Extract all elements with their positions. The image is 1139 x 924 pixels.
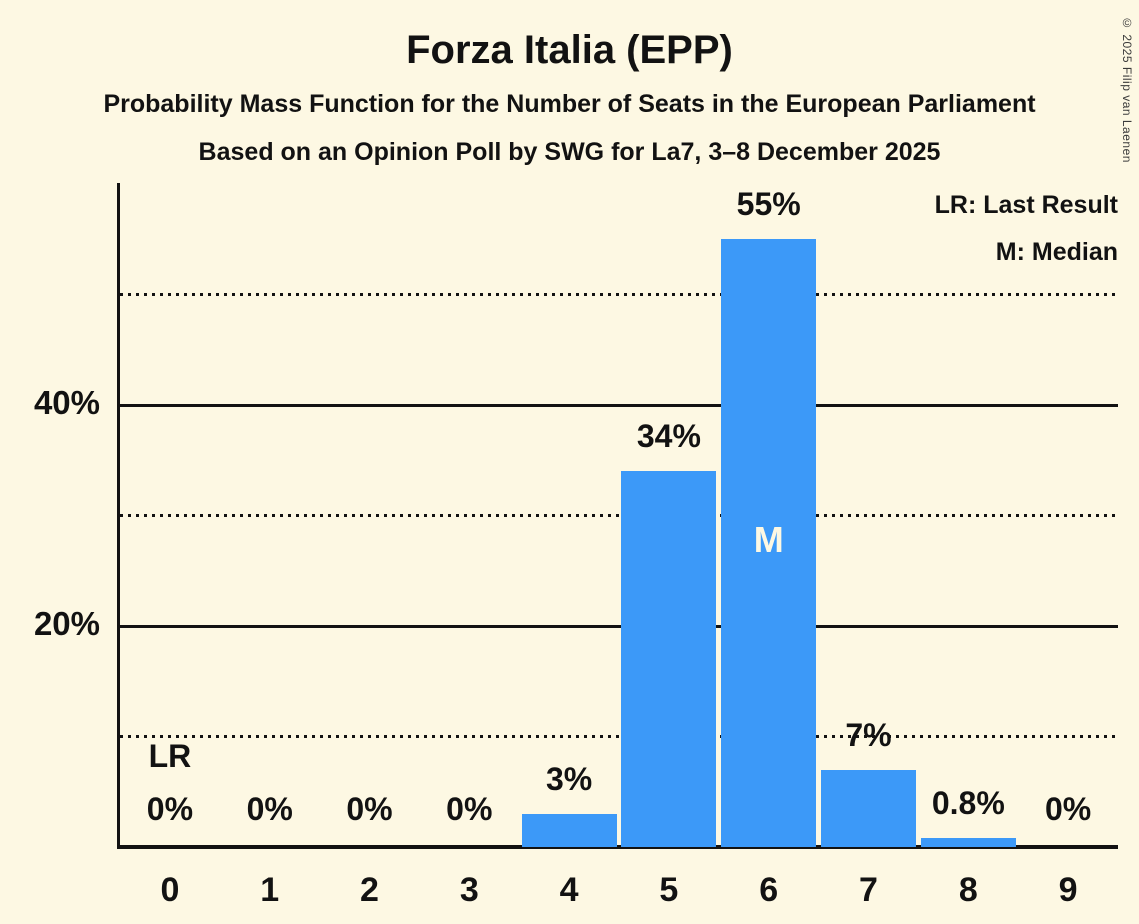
plot-area: 20% 40% 0% 0 LR 0% 1 0% 2 0% 3 3% 4 34% 5 55% 6 M 7% 7 0.8% 8…: [34, 183, 1118, 909]
bar-value-label-3: 0%: [446, 791, 493, 827]
chart-source-line: Based on an Opinion Poll by SWG for La7,…: [198, 138, 941, 166]
gridline-solid-20pct: [120, 624, 1118, 628]
x-axis-tick-label-7: 7: [859, 871, 878, 909]
x-axis-line: [117, 845, 1118, 849]
x-axis-tick-label-0: 0: [160, 871, 180, 909]
y-axis-tick-label: 20%: [33, 605, 100, 643]
x-axis-tick-label-2: 2: [360, 871, 379, 909]
y-axis-line: [117, 183, 120, 847]
bar-value-label-4: 3%: [545, 760, 593, 797]
gridline-dotted-30pct: [120, 514, 1118, 518]
bar-value-label-0: 0%: [146, 791, 194, 827]
x-axis-tick-label-3: 3: [459, 871, 479, 909]
bar-value-label-1: 0%: [246, 791, 293, 827]
bar-value-label-6: 55%: [736, 186, 801, 223]
median-marker: M: [753, 519, 784, 561]
x-axis-tick-label-4: 4: [559, 871, 579, 909]
bar-seats-4: [521, 813, 617, 847]
gridline-dotted-50pct: [120, 293, 1118, 297]
x-axis-tick-label-8: 8: [958, 871, 978, 909]
bar-value-label-2: 0%: [346, 791, 393, 827]
gridline-solid-40pct: [120, 403, 1118, 407]
bar-seats-8: [920, 838, 1016, 847]
x-axis-tick-label-9: 9: [1058, 871, 1078, 909]
last-result-marker: LR: [148, 738, 192, 774]
gridline-dotted-10pct: [120, 735, 1118, 739]
legend-last-result: LR: Last Result: [934, 191, 1118, 219]
legend: LR: Last Result M: Median: [935, 182, 1118, 276]
page-title: Forza Italia (EPP): [406, 28, 733, 72]
bar-value-label-8: 0.8%: [931, 785, 1005, 822]
copyright-note: © 2025 Filip van Laenen: [1120, 16, 1134, 163]
bar-seats-5: [621, 471, 717, 847]
bar-value-label-9: 0%: [1044, 791, 1092, 827]
chart-subtitle: Probability Mass Function for the Number…: [103, 90, 1036, 118]
bar-seats-6: [721, 239, 817, 847]
bar-value-label-5: 34%: [636, 418, 701, 455]
bar-seats-7: [821, 769, 916, 847]
y-axis-tick-label: 40%: [33, 384, 100, 422]
legend-median: M: Median: [995, 238, 1118, 266]
x-axis-tick-label-1: 1: [260, 871, 280, 909]
bar-value-label-7: 7%: [845, 716, 892, 753]
x-axis-tick-label-6: 6: [759, 871, 779, 909]
x-axis-tick-label-5: 5: [659, 871, 679, 909]
